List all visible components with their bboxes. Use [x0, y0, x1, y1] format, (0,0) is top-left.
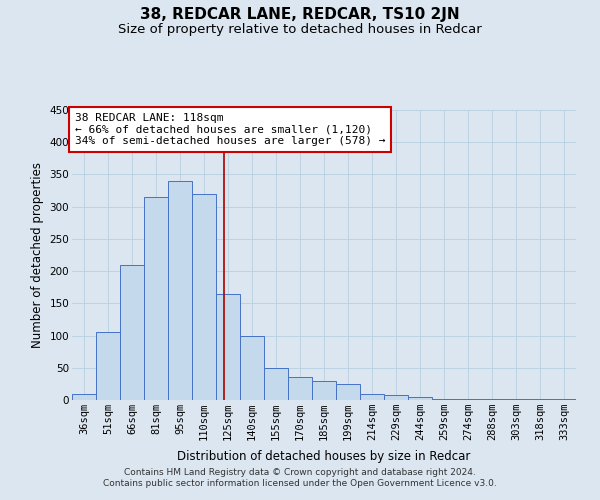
- Bar: [336, 384, 360, 400]
- Bar: [192, 194, 216, 400]
- Text: 38 REDCAR LANE: 118sqm
← 66% of detached houses are smaller (1,120)
34% of semi-: 38 REDCAR LANE: 118sqm ← 66% of detached…: [74, 113, 385, 146]
- Y-axis label: Number of detached properties: Number of detached properties: [31, 162, 44, 348]
- Bar: [120, 264, 144, 400]
- Bar: [288, 378, 312, 400]
- Bar: [168, 181, 192, 400]
- Text: 38, REDCAR LANE, REDCAR, TS10 2JN: 38, REDCAR LANE, REDCAR, TS10 2JN: [140, 8, 460, 22]
- Bar: [264, 368, 288, 400]
- Bar: [360, 394, 384, 400]
- Text: Contains HM Land Registry data © Crown copyright and database right 2024.
Contai: Contains HM Land Registry data © Crown c…: [103, 468, 497, 487]
- Text: Size of property relative to detached houses in Redcar: Size of property relative to detached ho…: [118, 22, 482, 36]
- Bar: [384, 395, 408, 400]
- Bar: [240, 336, 264, 400]
- Bar: [96, 332, 120, 400]
- Bar: [432, 398, 456, 400]
- Text: Distribution of detached houses by size in Redcar: Distribution of detached houses by size …: [178, 450, 470, 463]
- Bar: [216, 294, 240, 400]
- Bar: [408, 398, 432, 400]
- Bar: [144, 197, 168, 400]
- Bar: [312, 380, 336, 400]
- Bar: [72, 394, 96, 400]
